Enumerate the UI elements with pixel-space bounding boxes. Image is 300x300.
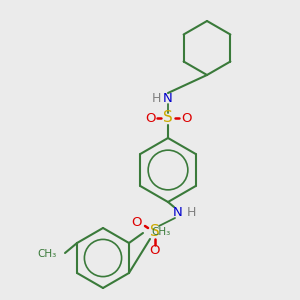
Text: H: H (151, 92, 161, 104)
Text: S: S (150, 224, 160, 239)
Text: N: N (173, 206, 183, 218)
Text: N: N (163, 92, 173, 104)
Text: S: S (163, 110, 173, 125)
Text: CH₃: CH₃ (151, 227, 170, 237)
Text: O: O (145, 112, 155, 124)
Text: CH₃: CH₃ (38, 249, 57, 259)
Text: O: O (132, 215, 142, 229)
Text: H: H (186, 206, 196, 218)
Text: O: O (150, 244, 160, 257)
Text: O: O (181, 112, 191, 124)
